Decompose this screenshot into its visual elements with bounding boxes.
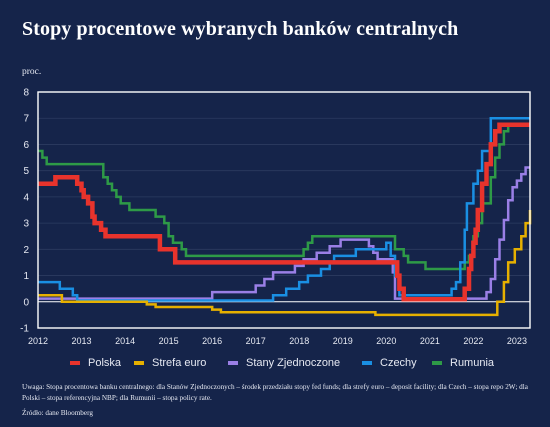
y-tick-label: -1	[20, 324, 29, 335]
axis-labels: -1 0 1 2 3 4 5 6 7 8 2012 2013 2014 2015 2016 2017 2018 2…	[20, 88, 527, 347]
legend-item-polska: Polska	[70, 357, 121, 369]
source-note: Źródło: dane Bloomberg	[22, 409, 93, 417]
legend-label-stany-zjednoczone: Stany Zjednoczone	[246, 357, 341, 369]
series-line-polska	[38, 122, 530, 302]
series-lines	[38, 116, 532, 317]
legend-label-polska: Polska	[88, 357, 122, 369]
y-tick-label: 7	[23, 114, 29, 125]
legend-swatch-stany-zjednoczone	[228, 361, 238, 365]
y-tick-label: 2	[23, 245, 29, 256]
x-tick-label: 2021	[420, 336, 440, 346]
series-line-stany-zjednoczone	[38, 166, 530, 300]
legend-item-stany-zjednoczone: Stany Zjednoczone	[228, 357, 340, 369]
legend-item-czechy: Czechy	[362, 357, 417, 369]
y-tick-label: 8	[23, 88, 29, 99]
x-tick-label: 2015	[159, 336, 179, 346]
grid-lines	[38, 91, 530, 329]
x-tick-label: 2013	[72, 336, 92, 346]
x-tick-label: 2017	[246, 336, 266, 346]
legend-swatch-strefa-euro	[134, 361, 144, 365]
y-tick-label: 5	[23, 166, 29, 177]
y-tick-label: 3	[23, 219, 29, 230]
footnote: Uwaga: Stopa procentowa banku centralneg…	[22, 383, 528, 402]
legend-label-czechy: Czechy	[380, 357, 417, 369]
legend-item-strefa-euro: Strefa euro	[134, 357, 206, 369]
legend-swatch-czechy	[362, 361, 372, 365]
y-tick-label: 6	[23, 140, 29, 151]
legend: Polska Strefa euro Stany Zjednoczone Cze…	[70, 357, 530, 373]
y-unit-label: proc.	[22, 67, 42, 77]
legend-item-rumunia: Rumunia	[432, 357, 494, 369]
x-tick-label: 2016	[202, 336, 222, 346]
x-tick-label: 2022	[463, 336, 483, 346]
y-tick-label: 0	[23, 297, 29, 308]
legend-label-strefa-euro: Strefa euro	[152, 357, 207, 369]
x-tick-label: 2014	[115, 336, 135, 346]
chart-title: Stopy procentowe wybranych banków centra…	[22, 18, 459, 40]
series-line-strefa-euro	[38, 210, 532, 317]
plot-frame	[37, 91, 531, 329]
x-tick-label: 2020	[376, 336, 396, 346]
x-tick-label: 2023	[507, 336, 527, 346]
legend-swatch-polska	[70, 361, 80, 365]
legend-label-rumunia: Rumunia	[450, 357, 495, 369]
series-line-czechy	[38, 116, 530, 302]
legend-swatch-rumunia	[432, 361, 442, 365]
x-tick-label: 2018	[289, 336, 309, 346]
x-tick-label: 2019	[333, 336, 353, 346]
x-tick-label: 2012	[28, 336, 48, 346]
y-tick-label: 4	[23, 192, 29, 203]
y-tick-label: 1	[23, 271, 29, 282]
